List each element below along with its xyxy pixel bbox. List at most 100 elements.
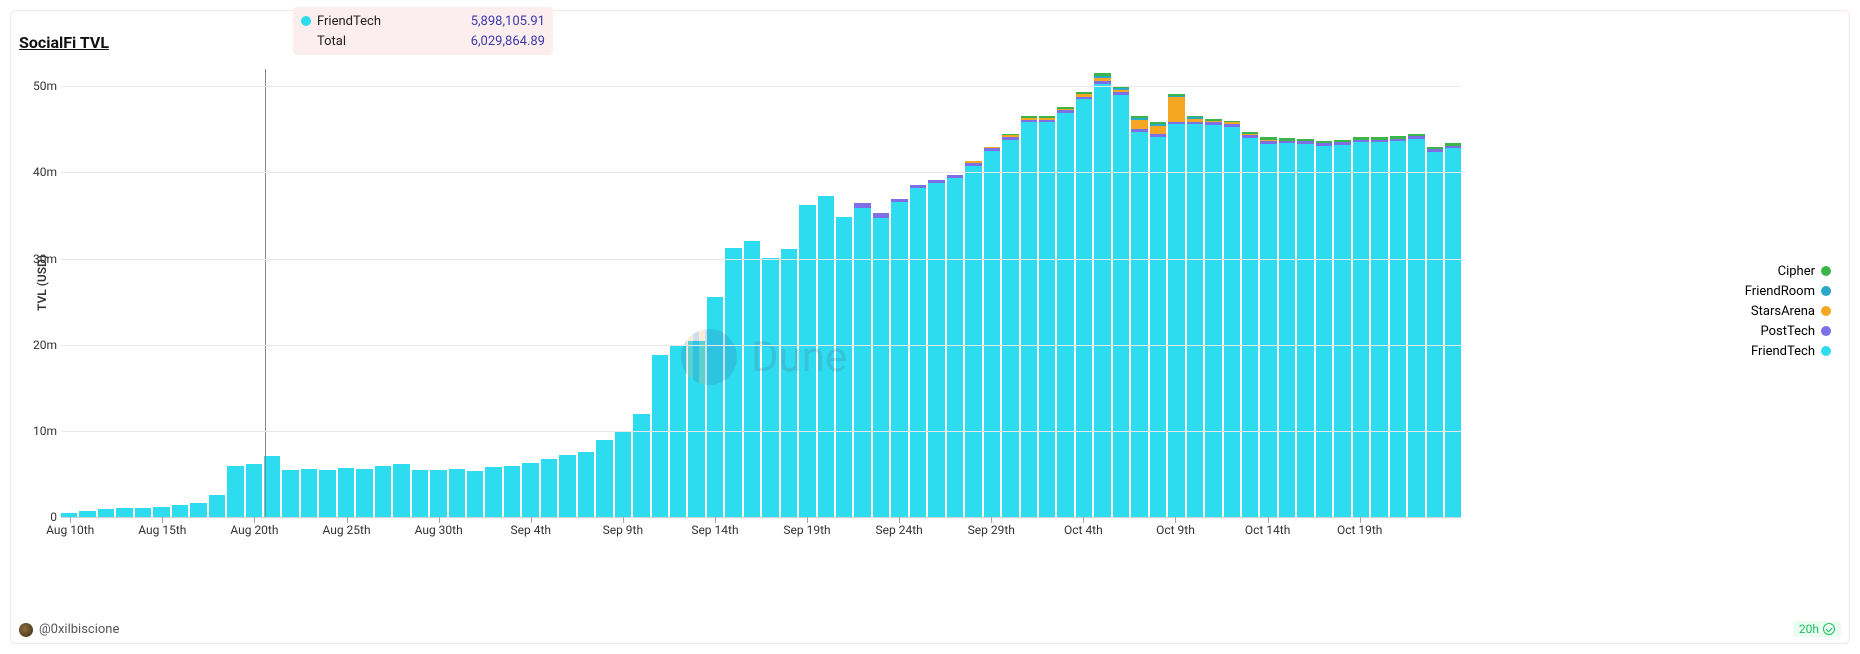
bar-segment [412,470,428,517]
bar-segment [1390,141,1406,517]
plot-area[interactable]: Dune 010m20m30m40m50m [61,69,1461,517]
bar[interactable] [615,432,631,517]
bar[interactable] [1353,137,1369,517]
bar[interactable] [356,469,372,517]
legend-item[interactable]: FriendRoom [1745,281,1831,301]
author-footer[interactable]: @0xilbiscione [19,622,119,637]
bar[interactable] [1408,134,1424,517]
bar[interactable] [319,470,335,517]
bar[interactable] [818,196,834,517]
bar[interactable] [781,249,797,517]
bar-segment [227,466,243,517]
legend-item[interactable]: Cipher [1745,261,1831,281]
bar[interactable] [725,248,741,517]
bar-segment [190,503,206,517]
bar[interactable] [172,505,188,517]
author-avatar-icon [19,623,33,637]
freshness-badge[interactable]: 20h [1793,621,1841,637]
bar[interactable] [1057,107,1073,517]
bar[interactable] [467,471,483,517]
bar[interactable] [227,466,243,517]
bar[interactable] [430,470,446,517]
bar-segment [1427,152,1443,517]
bar-segment [467,471,483,517]
bar[interactable] [1187,116,1203,517]
bar[interactable] [1205,119,1221,517]
bar[interactable] [1131,116,1147,517]
bar[interactable] [393,464,409,517]
bar[interactable] [652,355,668,517]
bar-segment [596,440,612,517]
bar[interactable] [485,467,501,517]
bar[interactable] [1150,122,1166,517]
bar-segment [1168,124,1184,517]
bar[interactable] [375,466,391,517]
x-tick-label: Aug 30th [415,523,463,537]
bar[interactable] [1316,141,1332,517]
bar[interactable] [910,185,926,517]
bar[interactable] [1260,137,1276,517]
bar[interactable] [1002,134,1018,517]
bar[interactable] [854,203,870,517]
bar[interactable] [1371,137,1387,517]
bar[interactable] [633,414,649,517]
bar[interactable] [1224,121,1240,517]
bar[interactable] [1021,116,1037,517]
bar[interactable] [836,217,852,517]
bar[interactable] [116,508,132,517]
bar[interactable] [762,258,778,517]
y-tick-label: 40m [21,165,57,179]
bar[interactable] [744,241,760,517]
bar[interactable] [1390,136,1406,517]
x-tick-label: Sep 29th [968,523,1015,537]
bar[interactable] [282,470,298,517]
bar[interactable] [947,175,963,517]
bar[interactable] [246,464,262,517]
bar[interactable] [1076,92,1092,517]
bar[interactable] [1279,138,1295,517]
x-tick-label: Sep 9th [603,523,643,537]
bar[interactable] [1094,73,1110,517]
bar[interactable] [578,452,594,517]
bar[interactable] [1445,143,1461,517]
bar[interactable] [707,297,723,517]
bar[interactable] [559,455,575,517]
legend-item[interactable]: StarsArena [1745,301,1831,321]
bar[interactable] [522,463,538,517]
legend-item[interactable]: FriendTech [1745,341,1831,361]
bar[interactable] [135,508,151,517]
bar[interactable] [688,341,704,517]
x-tick-label: Aug 15th [138,523,186,537]
bar[interactable] [965,161,981,517]
legend-item[interactable]: PostTech [1745,321,1831,341]
bar[interactable] [98,509,114,517]
bar[interactable] [1168,94,1184,517]
bar-segment [1002,140,1018,517]
bar-segment [393,464,409,517]
bar[interactable] [1334,140,1350,517]
bar-segment [578,452,594,517]
bar[interactable] [338,468,354,517]
bar[interactable] [891,199,907,517]
bar-segment [928,183,944,517]
bar[interactable] [153,507,169,517]
bar-segment [1260,144,1276,517]
bar[interactable] [984,147,1000,517]
bar[interactable] [209,495,225,517]
bar[interactable] [1039,116,1055,517]
bar[interactable] [1242,132,1258,517]
bar[interactable] [504,466,520,517]
bar[interactable] [301,469,317,517]
bar[interactable] [190,503,206,517]
bar[interactable] [1113,86,1129,517]
bar[interactable] [449,469,465,517]
bar[interactable] [541,459,557,517]
bar[interactable] [1427,147,1443,517]
bar[interactable] [928,180,944,517]
bar[interactable] [412,470,428,517]
legend-dot-icon [1821,306,1831,316]
bar[interactable] [596,440,612,517]
bar[interactable] [1297,139,1313,517]
bar[interactable] [799,205,815,517]
x-tick-label: Sep 24th [876,523,923,537]
